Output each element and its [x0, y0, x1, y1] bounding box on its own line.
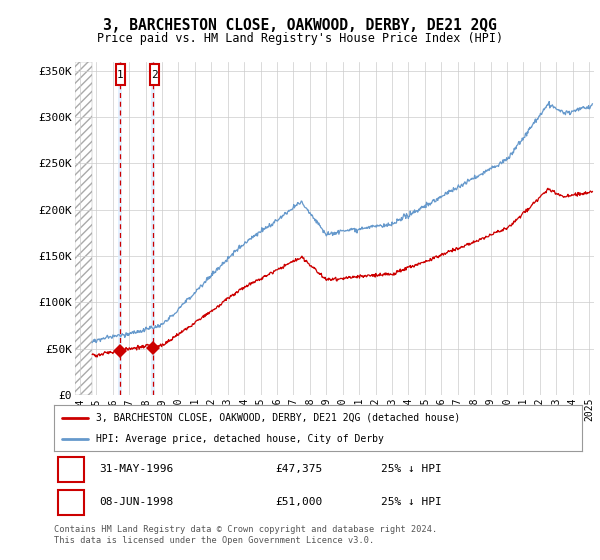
Text: 08-JUN-1998: 08-JUN-1998 — [99, 497, 173, 507]
Text: 2: 2 — [151, 69, 157, 80]
Text: Contains HM Land Registry data © Crown copyright and database right 2024.
This d: Contains HM Land Registry data © Crown c… — [54, 525, 437, 545]
FancyBboxPatch shape — [116, 64, 125, 85]
Text: £51,000: £51,000 — [276, 497, 323, 507]
Text: 1: 1 — [117, 69, 124, 80]
Text: 31-MAY-1996: 31-MAY-1996 — [99, 464, 173, 474]
Text: 25% ↓ HPI: 25% ↓ HPI — [382, 497, 442, 507]
Text: 3, BARCHESTON CLOSE, OAKWOOD, DERBY, DE21 2QG (detached house): 3, BARCHESTON CLOSE, OAKWOOD, DERBY, DE2… — [96, 413, 460, 423]
Text: 2: 2 — [68, 497, 74, 507]
Bar — [151, 62, 155, 395]
Bar — [75, 62, 92, 395]
Text: HPI: Average price, detached house, City of Derby: HPI: Average price, detached house, City… — [96, 435, 384, 444]
FancyBboxPatch shape — [58, 490, 83, 515]
Text: Price paid vs. HM Land Registry's House Price Index (HPI): Price paid vs. HM Land Registry's House … — [97, 32, 503, 45]
Bar — [118, 62, 122, 395]
Text: 3, BARCHESTON CLOSE, OAKWOOD, DERBY, DE21 2QG: 3, BARCHESTON CLOSE, OAKWOOD, DERBY, DE2… — [103, 18, 497, 33]
Text: 25% ↓ HPI: 25% ↓ HPI — [382, 464, 442, 474]
Text: 1: 1 — [68, 464, 74, 474]
FancyBboxPatch shape — [58, 457, 83, 482]
FancyBboxPatch shape — [149, 64, 158, 85]
Text: £47,375: £47,375 — [276, 464, 323, 474]
